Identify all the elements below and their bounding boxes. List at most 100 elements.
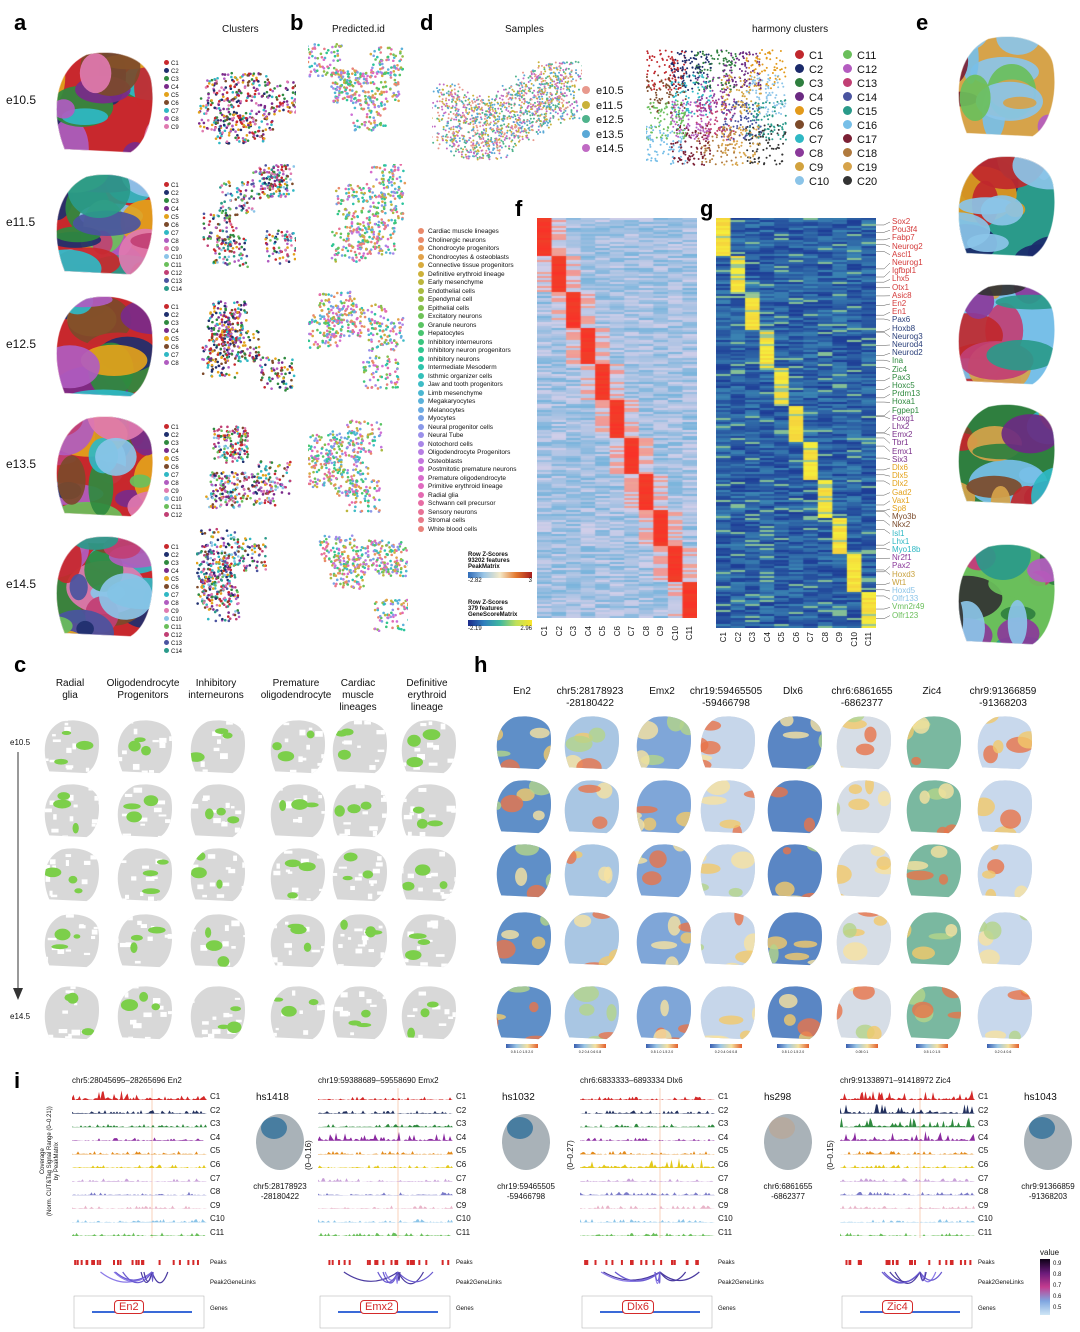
peaks-label: Peaks: [718, 1260, 735, 1266]
harmony-legend-item: C8: [795, 148, 823, 160]
celltype-label: Isthmic organizer cells: [428, 372, 493, 380]
gene-label: Gad2: [892, 487, 912, 497]
celltype-legend-item: Hepatocytes: [418, 330, 517, 339]
gene-label: Sox2: [892, 217, 911, 226]
gene-activity-map: [496, 844, 552, 898]
celltype-label: Inhibitory neuron progenitors: [428, 347, 511, 354]
cluster-label: C7: [456, 1173, 467, 1183]
legend-label: C4: [171, 449, 179, 455]
g-column-label: C2: [733, 632, 743, 643]
harmony-label: C11: [857, 50, 877, 62]
gene-box: En2: [114, 1300, 144, 1314]
gene-label: Myo18b: [892, 545, 921, 554]
celltype-label: Cholinergic neurons: [428, 236, 486, 244]
celltype-dot: [418, 449, 424, 456]
genes-label: Genes: [456, 1306, 474, 1312]
gene-label: Nr2f1: [892, 553, 912, 563]
gene-label: Hoxd5: [892, 586, 916, 595]
celltype-dot: [418, 279, 424, 286]
f-column-label: C6: [612, 626, 622, 637]
f-column-label: C1: [540, 626, 549, 637]
gene-label: Olfr133: [892, 594, 919, 604]
f-scale-max: 3: [528, 578, 532, 584]
harmony-label: C2: [809, 64, 824, 76]
celltype-legend-item: Osteoblasts: [418, 458, 517, 467]
celltype-map: [190, 986, 246, 1040]
gene-activity-map: [564, 986, 620, 1040]
gene-label: Hoxc5: [892, 381, 915, 390]
genes-label: Genes: [718, 1306, 736, 1312]
gene-label: Fabp7: [892, 233, 915, 243]
celltype-label: Neural progenitor cells: [428, 423, 494, 431]
vista-id: hs1043: [1024, 1092, 1057, 1103]
gene-connector-lines: [876, 221, 891, 619]
harmony-legend-item: C20: [843, 176, 877, 188]
celltype-legend-item: White blood cells: [418, 526, 517, 535]
legend-dot: [164, 640, 169, 645]
cluster-label: C4: [978, 1132, 989, 1142]
umap-predicted-e14.5: [318, 534, 408, 633]
legend-item: C5: [164, 576, 182, 584]
h-scale-label: 0.2 0.4 0.6 0.8: [578, 1050, 602, 1054]
gene-activity-map: [906, 780, 962, 834]
gene-label: Asic8: [892, 290, 912, 300]
legend-label: C6: [171, 223, 179, 229]
celltype-map: [270, 720, 326, 774]
umap-clusters-e14.5: [196, 527, 268, 623]
celltype-map: [332, 986, 388, 1040]
gene-label: Pax3: [892, 372, 911, 382]
legend-label: C9: [171, 125, 179, 131]
legend-dot: [164, 262, 169, 267]
celltype-legend-item: Excitatory neurons: [418, 313, 517, 322]
legend-item: C5: [164, 456, 182, 464]
gene-label: Otx1: [892, 282, 909, 292]
f-column-label: C4: [583, 626, 593, 637]
legend-label: C3: [171, 199, 179, 205]
celltype-map: [44, 784, 100, 838]
celltype-label: Postmitotic premature neurons: [428, 466, 517, 473]
cluster-label: C9: [456, 1200, 467, 1210]
umap-predicted-e12.5: [308, 290, 405, 390]
gene-label: Emx1: [892, 446, 913, 456]
legend-item: C12: [164, 512, 182, 520]
legend-label: C6: [171, 585, 179, 591]
row-label-e13.5: e13.5: [6, 457, 37, 471]
cluster-label: C2: [978, 1105, 989, 1115]
h-scale-label: 0.2 0.4 0.6 0.8: [714, 1050, 738, 1054]
celltype-legend-item: Definitive erythroid lineage: [418, 271, 517, 280]
legend-dot: [164, 568, 169, 573]
harmony-label: C19: [857, 162, 878, 174]
celltype-dot: [418, 381, 424, 388]
cluster-label: C9: [718, 1200, 729, 1210]
legend-item: C6: [164, 464, 182, 472]
legend-label: C3: [171, 441, 179, 447]
legend-label: C1: [171, 305, 179, 311]
h-scale-label: 0.5 1.0 1.5: [923, 1050, 941, 1054]
celltype-label: Chondrocyte progenitors: [428, 245, 500, 252]
celltype-map: [401, 720, 457, 774]
h-scale-bar: [646, 1044, 678, 1048]
legend-dot: [164, 68, 169, 73]
legend-item: C6: [164, 222, 182, 230]
celltype-label: Limb mesenchyme: [428, 389, 483, 397]
colorbar-tick: 0.8: [1053, 1272, 1062, 1278]
umap-predicted-e13.5: [308, 419, 384, 513]
harmony-dot: [843, 148, 852, 157]
celltype-map: [270, 848, 326, 902]
legend-label: C10: [171, 617, 183, 623]
legend-dot: [164, 552, 169, 557]
samples-title: Samples: [505, 24, 544, 35]
cluster-label: C7: [978, 1173, 989, 1183]
legend-item: C2: [164, 312, 179, 320]
legend-label: C9: [171, 247, 179, 253]
genes-label: Genes: [978, 1306, 996, 1312]
legend-dot: [164, 488, 169, 493]
celltype-dot: [418, 423, 424, 430]
legend-item: C2: [164, 432, 182, 440]
celltype-dot: [418, 296, 424, 303]
gene-label: Foxg1: [892, 413, 915, 423]
harmony-legend-item: C13: [843, 78, 877, 90]
gene-activity-map: [636, 844, 692, 898]
legend-dot: [164, 600, 169, 605]
gene-box: Dlx6: [622, 1300, 655, 1314]
